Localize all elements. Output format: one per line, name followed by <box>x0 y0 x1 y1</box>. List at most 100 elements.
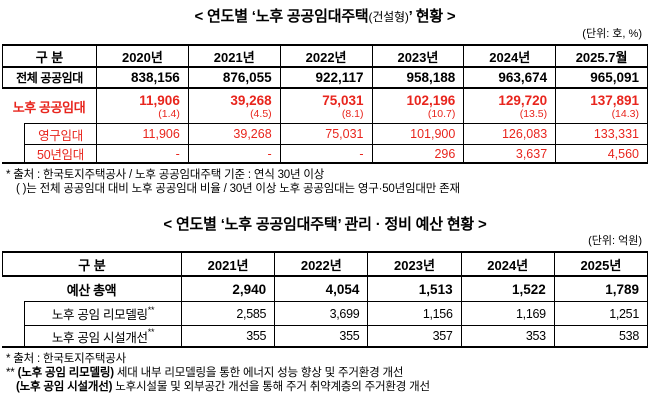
t1-old-2025-ratio: (14.3) <box>611 107 639 120</box>
t1-old-2021: 39,268 (4.5) <box>189 89 281 123</box>
t1-old-2024: 129,720 (13.5) <box>464 89 557 123</box>
t2-col-header-gubun: 구 분 <box>2 253 182 277</box>
table1-footnote-source: * 출처 : 한국토지주택공사 / 노후 공공임대주택 기준 : 연식 30년 … <box>6 169 325 181</box>
t2-col-header-2025: 2025년 <box>554 253 648 277</box>
table2-footnote-source: * 출처 : 한국토지주택공사 <box>6 353 127 365</box>
t1-fifty-2020: - <box>97 144 189 164</box>
t2-row-label-facility: 노후 공임 시설개선 ** <box>24 325 182 348</box>
t1-col-header-2022: 2022년 <box>280 46 373 68</box>
t2-col-header-2022: 2022년 <box>275 253 369 277</box>
t1-old-2020: 11,906 (1.4) <box>97 89 189 123</box>
t2-indent-spacer <box>2 325 24 348</box>
t1-fifty-2025: 4,560 <box>556 144 648 164</box>
t1-row-label-fifty: 50년임대 <box>24 144 97 164</box>
t1-old-2022: 75,031 (8.1) <box>281 89 373 123</box>
t1-fifty-2022: - <box>280 144 373 164</box>
t1-old-2021-value: 39,268 <box>230 92 272 108</box>
t2-footnote3-text: 노후시설물 및 외부공간 개선을 통해 주거 취약계층의 주거환경 개선 <box>115 381 430 393</box>
t1-old-2020-value: 11,906 <box>139 92 180 108</box>
t1-old-2023-value: 102,196 <box>406 92 456 108</box>
table1-footnote-ratio-note: ( )는 전체 공공임대 대비 노후 공공임대 비율 / 30년 이상 노후 공… <box>16 183 460 195</box>
t1-col-header-2024: 2024년 <box>464 46 557 68</box>
t1-perm-2022: 75,031 <box>280 123 373 144</box>
t2-col-header-2024: 2024년 <box>461 253 555 277</box>
t1-row-label-total: 전체 공공임대 <box>2 68 97 89</box>
t2-footnote3-term: (노후 공임 시설개선) <box>16 381 113 393</box>
t2-indent-spacer <box>2 301 24 325</box>
t1-row-label-permanent: 영구임대 <box>24 123 97 144</box>
t2-facility-2021: 355 <box>182 325 276 348</box>
t2-remodel-2024: 1,169 <box>461 301 555 325</box>
t2-budget-2022: 4,054 <box>275 277 369 301</box>
t1-fifty-2023: 296 <box>372 144 465 164</box>
t1-col-header-gubun: 구 분 <box>2 46 97 68</box>
t1-col-header-2025-7: 2025.7월 <box>556 46 648 68</box>
t1-perm-2021: 39,268 <box>188 123 281 144</box>
t2-remodeling-label-text: 노후 공임 리모델링 <box>51 308 148 322</box>
t1-indent-spacer <box>2 144 24 164</box>
table2-footnote-remodeling: ** (노후 공임 리모델링) 세대 내부 리모델링을 통한 에너지 성능 향상… <box>6 366 648 380</box>
t1-total-2024: 963,674 <box>464 68 557 89</box>
t1-old-2022-ratio: (8.1) <box>341 107 364 120</box>
t1-old-2021-ratio: (4.5) <box>250 107 272 120</box>
t1-fifty-2021: - <box>188 144 281 164</box>
table2-title: < 연도별 ‘노후 공공임대주택’ 관리 · 정비 예산 현황 > <box>163 216 487 233</box>
t2-budget-2021: 2,940 <box>182 277 276 301</box>
t1-total-2023: 958,188 <box>372 68 465 89</box>
t1-old-2025: 137,891 (14.3) <box>556 89 648 123</box>
t1-perm-2023: 101,900 <box>372 123 465 144</box>
t1-old-2024-value: 129,720 <box>498 92 548 108</box>
t1-col-header-2023: 2023년 <box>372 46 465 68</box>
t1-old-2023-ratio: (10.7) <box>427 107 456 120</box>
t2-remodel-2025: 1,251 <box>554 301 648 325</box>
t1-old-2023: 102,196 (10.7) <box>373 89 465 123</box>
t2-remodel-2023: 1,156 <box>368 301 462 325</box>
table1-title-prefix: < 연도별 ‘노후 공공임대주택 <box>194 8 369 25</box>
t2-footnote2-marker: ** <box>6 367 15 379</box>
table-maintenance-budget: 구 분 2021년 2022년 2023년 2024년 2025년 예산 총액 … <box>2 251 648 348</box>
table-old-public-rental-status: 구 분 2020년 2021년 2022년 2023년 2024년 2025.7… <box>2 44 648 164</box>
t1-col-header-2020: 2020년 <box>97 46 189 68</box>
section-gap <box>2 196 648 215</box>
t2-row-label-remodeling: 노후 공임 리모델링 ** <box>24 301 182 325</box>
t2-facility-label-text: 노후 공임 시설개선 <box>51 330 148 345</box>
t2-budget-2025: 1,789 <box>555 277 648 301</box>
table1-title-construction-type: (건설형) <box>368 10 409 24</box>
t1-perm-2020: 11,906 <box>97 123 189 144</box>
t2-row-label-budget-total: 예산 총액 <box>2 277 182 301</box>
t2-facility-marker: ** <box>147 327 155 337</box>
t1-row-label-old: 노후 공공임대 <box>2 89 97 123</box>
t2-budget-2024: 1,522 <box>462 277 555 301</box>
t2-facility-2023: 357 <box>368 325 462 348</box>
t2-remodel-2021: 2,585 <box>182 301 276 325</box>
t1-fifty-2024: 3,637 <box>464 144 557 164</box>
t2-facility-2025: 538 <box>554 325 648 348</box>
table1-title: < 연도별 ‘노후 공공임대주택(건설형)’ 현황 > <box>2 7 648 27</box>
t1-total-2021: 876,055 <box>188 68 281 89</box>
t2-col-header-2023: 2023년 <box>368 253 462 277</box>
t1-total-2020: 838,156 <box>97 68 189 89</box>
table2-unit-label: (단위: 억원) <box>588 235 642 247</box>
table2-footnote-facility: (노후 공임 시설개선) 노후시설물 및 외부공간 개선을 통해 주거 취약계층… <box>6 380 648 394</box>
t2-remodeling-marker: ** <box>147 304 155 315</box>
t1-indent-spacer <box>2 123 24 144</box>
t1-perm-2025: 133,331 <box>556 123 648 144</box>
t2-remodel-2022: 3,699 <box>275 301 369 325</box>
t1-old-2024-ratio: (13.5) <box>519 107 548 120</box>
t1-col-header-2021: 2021년 <box>188 46 281 68</box>
t1-perm-2024: 126,083 <box>464 123 557 144</box>
t2-facility-2024: 353 <box>461 325 555 348</box>
t2-footnote2-term: (노후 공임 리모델링) <box>17 367 114 379</box>
t1-old-2025-value: 137,891 <box>590 92 639 108</box>
table2-footnotes: * 출처 : 한국토지주택공사 ** (노후 공임 리모델링) 세대 내부 리모… <box>2 352 648 394</box>
t2-budget-2023: 1,513 <box>368 277 462 301</box>
t2-facility-2022: 355 <box>275 325 369 348</box>
t1-old-2022-value: 75,031 <box>322 92 364 108</box>
table1-unit-label: (단위: 호, %) <box>582 28 642 40</box>
t1-total-2022: 922,117 <box>280 68 373 89</box>
t2-footnote2-text: 세대 내부 리모델링을 통한 에너지 성능 향상 및 주거환경 개선 <box>116 367 404 379</box>
table1-title-suffix: ’ 현황 > <box>408 8 456 25</box>
t2-col-header-2021: 2021년 <box>182 253 276 277</box>
table1-footnotes: * 출처 : 한국토지주택공사 / 노후 공공임대주택 기준 : 연식 30년 … <box>2 168 648 196</box>
